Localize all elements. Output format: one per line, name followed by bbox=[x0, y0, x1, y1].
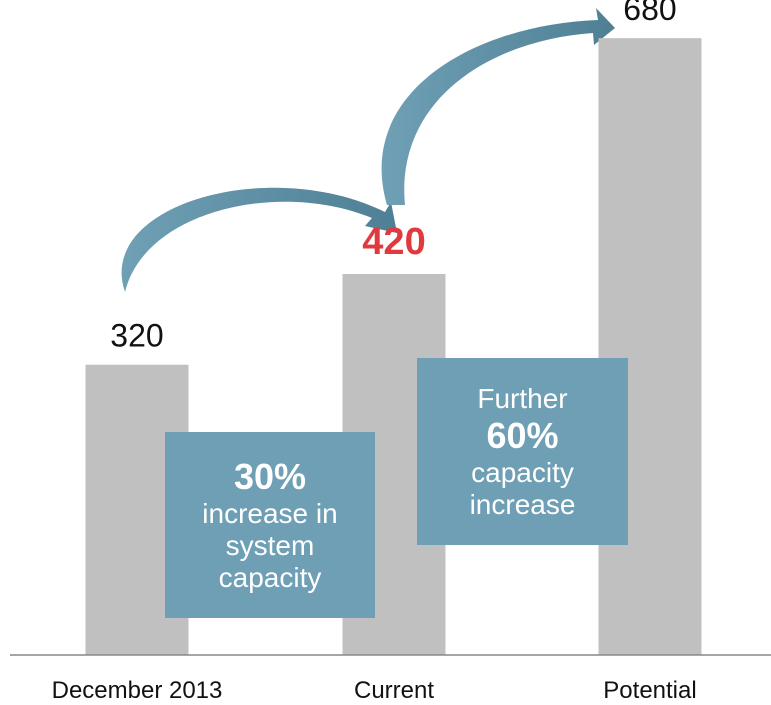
callout-percent: 30% bbox=[233, 456, 307, 497]
bar-value-label-0: 320 bbox=[110, 318, 163, 354]
callout-growth-60: Further 60% capacity increase bbox=[417, 358, 628, 545]
callout-growth-30: 30% increase in system capacity bbox=[165, 432, 375, 618]
callout-line: increase bbox=[469, 488, 576, 520]
category-label-2: Potential bbox=[603, 677, 696, 704]
callout-line: capacity bbox=[218, 562, 322, 593]
growth-arrow-1 bbox=[121, 187, 398, 292]
callout-line: Further bbox=[477, 382, 568, 414]
callout-line: capacity bbox=[471, 456, 574, 488]
callout-line: increase in bbox=[202, 498, 338, 529]
bar-value-label-1: 420 bbox=[362, 221, 425, 263]
category-label-0: December 2013 bbox=[52, 677, 223, 704]
growth-arrow-2 bbox=[381, 8, 615, 205]
growth-arrows bbox=[121, 8, 615, 292]
category-label-1: Current bbox=[354, 677, 434, 704]
callout-line: system bbox=[225, 530, 315, 561]
bar-value-label-2: 680 bbox=[623, 0, 676, 27]
bar-2 bbox=[598, 38, 702, 655]
callout-percent: 60% bbox=[486, 414, 559, 456]
